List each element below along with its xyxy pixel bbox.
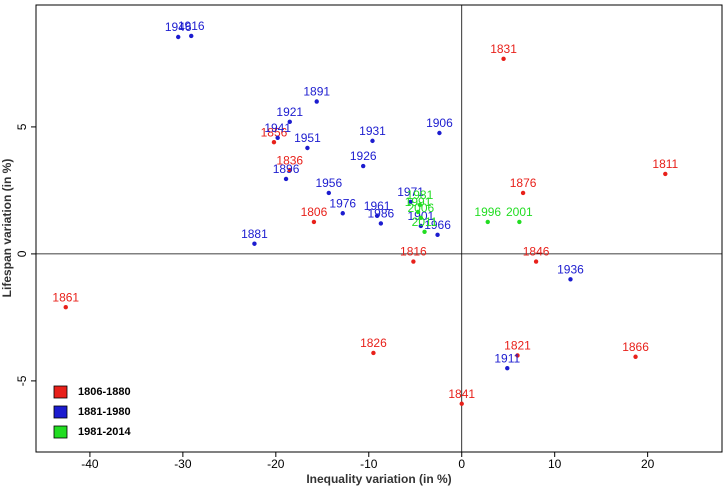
point-label: 1816 (400, 245, 427, 259)
point (437, 130, 442, 136)
point-label: 1876 (510, 176, 537, 190)
legend-label: 1881-1980 (78, 406, 131, 418)
point-label: 1976 (329, 196, 356, 210)
point (517, 219, 522, 225)
point (417, 202, 423, 208)
point (287, 119, 292, 125)
point-label: 1961 (364, 199, 391, 213)
point-label: 1941 (264, 121, 291, 135)
point (271, 139, 277, 145)
point (275, 135, 280, 141)
point-label: 1841 (448, 387, 475, 401)
point (305, 145, 310, 151)
point (663, 171, 668, 177)
point-label: 1986 (368, 207, 395, 221)
point-label: 1971 (397, 185, 424, 199)
point (515, 353, 520, 358)
point (435, 232, 440, 238)
point-label: 1831 (490, 42, 517, 56)
point-label: 1806 (301, 205, 328, 219)
point-label: 1906 (426, 116, 453, 130)
point (340, 211, 345, 216)
point-label: 1926 (350, 149, 377, 163)
point-label: 1991 (405, 195, 432, 209)
point-label: 1931 (359, 124, 386, 138)
x-tick-label: -30 (174, 457, 192, 471)
legend-swatch (53, 425, 68, 439)
point-label: 1966 (424, 218, 451, 232)
point-label: 1896 (273, 162, 300, 176)
point (314, 99, 319, 104)
y-axis-title: Lifespan variation (in %) (0, 159, 14, 298)
point (189, 33, 194, 39)
plot-frame (35, 4, 723, 453)
legend-label: 1981-2014 (78, 426, 131, 438)
point (176, 34, 181, 40)
point (485, 219, 490, 225)
point-label: 1911 (494, 351, 520, 365)
point-label: 1866 (622, 340, 649, 354)
point (283, 176, 289, 182)
point (520, 190, 526, 196)
point-label: 1821 (504, 339, 531, 353)
point (418, 215, 424, 221)
x-axis-title: Inequality variation (in %) (306, 472, 451, 486)
point (252, 241, 257, 246)
point-label: 1811 (652, 157, 678, 171)
point (501, 56, 506, 62)
point-label: 1891 (303, 85, 330, 99)
point (418, 223, 424, 229)
x-tick-label: 10 (548, 457, 562, 471)
point-label: 1956 (315, 176, 342, 190)
point-label: 1936 (557, 262, 584, 276)
point (422, 229, 427, 235)
point (568, 277, 573, 282)
point (287, 167, 292, 173)
point-label: 1916 (178, 19, 205, 33)
point (633, 354, 638, 359)
point (326, 190, 332, 196)
point (533, 259, 539, 264)
point-label: 1996 (474, 205, 501, 219)
point (459, 401, 464, 406)
point-label: 1881 (241, 227, 268, 241)
point-label: 1921 (276, 105, 303, 119)
point (360, 163, 366, 169)
point (415, 209, 421, 215)
point (408, 199, 413, 205)
point (371, 350, 376, 356)
point (411, 259, 416, 264)
point-label: 1846 (523, 245, 550, 259)
point (63, 305, 68, 310)
x-tick-label: -20 (267, 457, 285, 471)
point-label: 1946 (165, 20, 192, 34)
x-tick-label: 20 (641, 457, 655, 471)
y-tick-label: 5 (15, 123, 29, 130)
x-tick-label: -40 (81, 457, 99, 471)
point-label: 1861 (52, 290, 79, 304)
point (505, 365, 510, 371)
point-label: 1951 (294, 131, 321, 145)
point-label: 1826 (360, 336, 387, 350)
x-tick-label: 0 (458, 457, 465, 471)
point-label: 1981 (407, 188, 434, 202)
point (374, 213, 380, 219)
point (370, 138, 375, 144)
legend-label: 1806-1880 (78, 386, 131, 398)
point-label: 1836 (276, 153, 303, 167)
point-label: 2011 (412, 215, 438, 229)
point-label: 2001 (506, 205, 533, 219)
point (311, 219, 317, 225)
legend-swatch (53, 385, 68, 399)
point-label: 2006 (407, 201, 434, 215)
y-tick-label: -5 (15, 375, 29, 386)
x-tick-label: -10 (360, 457, 378, 471)
point-label: 1856 (261, 125, 288, 139)
y-tick-label: 0 (15, 250, 29, 257)
point (378, 221, 384, 226)
legend-swatch (53, 405, 68, 419)
